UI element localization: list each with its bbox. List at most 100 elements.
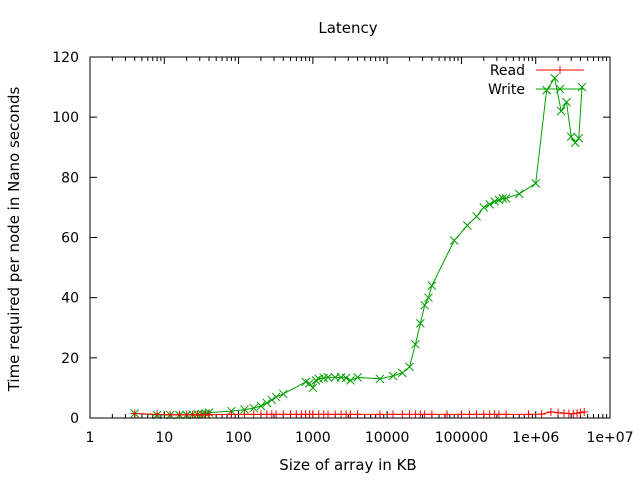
data-point-read: [573, 409, 582, 418]
data-point-read: [130, 409, 139, 418]
data-point-write: [462, 221, 472, 230]
data-point-write: [566, 132, 576, 142]
data-point-write: [405, 362, 414, 372]
data-point-write: [353, 373, 362, 382]
plot-frame: [89, 56, 611, 419]
x-tick-label: 10: [155, 430, 173, 446]
data-point-write: [341, 373, 351, 383]
data-point-read: [472, 410, 481, 419]
data-point-write: [308, 383, 318, 393]
data-point-read: [554, 408, 563, 417]
data-point-read: [537, 410, 546, 419]
data-point-write: [479, 203, 489, 212]
data-point-write: [278, 389, 288, 399]
data-point-write: [485, 200, 495, 209]
data-point-write: [550, 73, 560, 83]
data-point-write: [249, 403, 259, 413]
data-point-write: [449, 236, 459, 245]
data-point-write: [577, 82, 587, 92]
legend-marker-write: [555, 84, 565, 94]
y-axis-ticks: 0 20 40 60 80 100 120: [52, 50, 610, 427]
data-point-read: [272, 410, 281, 419]
data-point-write: [531, 178, 541, 188]
data-point-write: [570, 138, 580, 148]
data-point-write: [472, 212, 481, 221]
data-point-write: [420, 300, 430, 310]
data-point-write: [262, 398, 272, 408]
data-point-read: [249, 410, 258, 419]
y-tick-label: 120: [52, 50, 79, 66]
legend: Read Write: [488, 63, 584, 98]
data-point-write: [411, 339, 420, 349]
data-point-read: [166, 410, 175, 419]
data-point-write: [514, 189, 524, 199]
data-point-read: [153, 410, 162, 419]
x-tick-label: 1e+07: [586, 430, 633, 446]
data-point-read: [502, 410, 511, 419]
chart-title: Latency: [318, 19, 377, 37]
x-axis-ticks: 1 10 100 1000 10000 100000 1e+06 1e+07: [86, 57, 634, 446]
y-tick-label: 20: [61, 351, 79, 367]
data-point-read: [205, 410, 214, 419]
y-tick-label: 100: [52, 110, 79, 126]
data-point-write: [271, 392, 281, 402]
series-layer: [130, 73, 589, 420]
data-point-write: [562, 97, 571, 107]
series-line-write: [134, 76, 583, 416]
x-tick-label: 10000: [365, 430, 410, 446]
data-point-read: [175, 410, 184, 419]
data-point-write: [498, 194, 508, 203]
data-point-read: [580, 407, 589, 416]
y-tick-label: 60: [61, 231, 79, 247]
data-point-read: [353, 410, 362, 419]
data-point-read: [240, 410, 249, 419]
data-point-read: [576, 408, 585, 417]
data-point-read: [427, 410, 436, 419]
data-point-write: [240, 405, 249, 414]
x-tick-label: 100000: [435, 430, 488, 446]
data-point-write: [574, 133, 584, 143]
data-point-write: [416, 318, 425, 328]
data-point-write: [397, 368, 407, 378]
data-point-write: [346, 376, 355, 385]
data-point-read: [546, 407, 555, 416]
data-point-write: [256, 401, 266, 411]
x-tick-label: 1: [86, 430, 95, 446]
data-point-read: [457, 410, 466, 419]
data-point-read: [494, 410, 503, 419]
data-point-read: [227, 410, 236, 419]
data-point-write: [542, 85, 551, 95]
legend-label-read: Read: [490, 63, 525, 79]
data-point-read: [569, 409, 578, 418]
series-write: [130, 73, 587, 420]
data-point-write: [267, 395, 277, 405]
data-point-read: [524, 410, 533, 419]
data-point-read: [420, 410, 429, 419]
data-point-write: [556, 106, 566, 116]
legend-label-write: Write: [488, 82, 525, 98]
data-point-read: [389, 410, 398, 419]
series-read: [130, 407, 589, 419]
data-point-read: [346, 410, 355, 419]
y-tick-label: 0: [70, 411, 79, 427]
data-point-read: [279, 410, 288, 419]
y-tick-label: 40: [61, 291, 79, 307]
y-tick-label: 80: [61, 170, 79, 186]
legend-marker-read: [556, 66, 564, 74]
data-point-write: [427, 281, 437, 290]
x-tick-label: 100: [225, 430, 252, 446]
data-point-read: [443, 410, 452, 419]
data-point-write: [305, 379, 314, 388]
data-point-write: [388, 371, 398, 381]
data-point-write: [375, 374, 385, 384]
data-point-read: [398, 410, 407, 419]
x-axis-label: Size of array in KB: [279, 456, 416, 474]
data-point-read: [324, 410, 333, 419]
data-point-read: [465, 410, 474, 419]
x-tick-label: 1e+06: [512, 430, 559, 446]
data-point-write: [501, 194, 511, 203]
data-point-write: [311, 376, 321, 385]
data-point-read: [375, 410, 384, 419]
data-point-write: [323, 373, 333, 382]
